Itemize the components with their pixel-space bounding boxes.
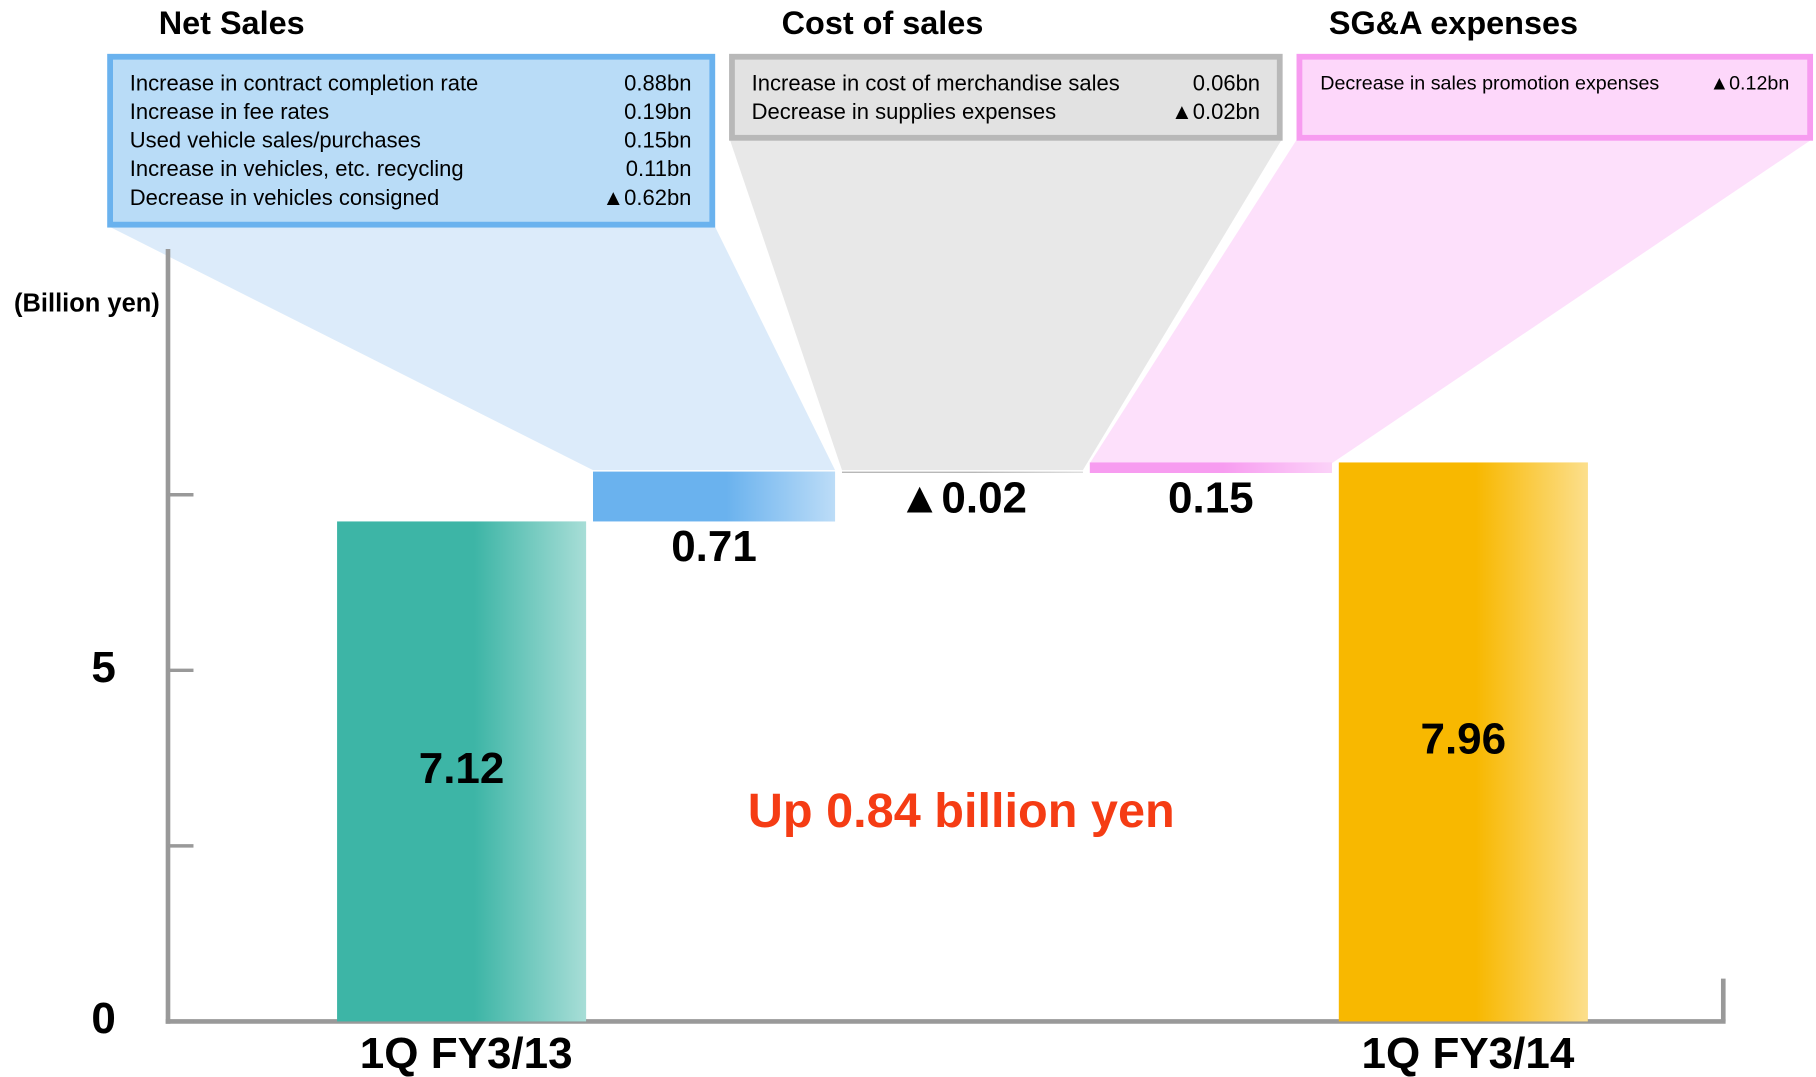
callout-item-label: Used vehicle sales/purchases (130, 128, 421, 153)
callout-item-label: Increase in fee rates (130, 99, 329, 124)
callout-box (1296, 53, 1814, 141)
y-tick-label: 0 (91, 994, 115, 1043)
bar-sheen (841, 471, 1083, 473)
callout-item-value: 0.06bn (1193, 70, 1260, 95)
callout-item-value: ▲0.12bn (1710, 73, 1790, 95)
callout-box (107, 53, 716, 228)
callout-item-value: ▲0.62bn (602, 185, 691, 210)
x-tick-label: 1Q FY3/13 (360, 1029, 573, 1077)
bar-sheen (1338, 462, 1588, 1022)
value-label: ▲0.02 (898, 473, 1027, 522)
callout-item-value: 0.88bn (624, 70, 691, 95)
callout-title: Net Sales (159, 5, 305, 41)
annotation: Up 0.84 billion yen (748, 784, 1175, 838)
plot: (Billion yen) 0 5 7.12 1Q FY3/13 0.71 ▲0.02 0.1… (14, 248, 1726, 1077)
callout-item-label: Decrease in sales promotion expenses (1320, 73, 1659, 95)
callout-box (729, 53, 1283, 141)
callouts: Net Sales Increase in contract completion… (130, 5, 1790, 210)
x-tick-label: 1Q FY3/14 (1362, 1029, 1575, 1077)
bar-sheen (593, 471, 836, 522)
value-label: 0.71 (671, 522, 757, 571)
callout-title: Cost of sales (782, 5, 984, 41)
callout-item-value: ▲0.02bn (1171, 99, 1260, 124)
callout-item-value: 0.19bn (624, 99, 691, 124)
callout-funnel (107, 225, 836, 471)
value-label: 7.12 (419, 744, 505, 793)
callout-item-label: Increase in cost of merchandise sales (752, 70, 1120, 95)
callout-item-value: 0.11bn (626, 156, 692, 181)
callout-item-label: Increase in vehicles, etc. recycling (130, 156, 464, 181)
value-label: 7.96 (1420, 715, 1506, 764)
value-label: 0.15 (1168, 473, 1254, 522)
callout-item-label: Decrease in vehicles consigned (130, 185, 439, 210)
y-axis-label: (Billion yen) (14, 289, 160, 317)
bar-sheen (1089, 462, 1332, 473)
bar-sheen (337, 521, 587, 1022)
callout-item-value: 0.15bn (624, 128, 691, 153)
callout-title: SG&A expenses (1329, 5, 1578, 41)
callout-item-label: Decrease in supplies expenses (752, 99, 1057, 124)
callout-item-label: Increase in contract completion rate (130, 70, 479, 95)
callout-funnel (729, 138, 1283, 471)
y-tick-label: 5 (91, 643, 115, 692)
callout-funnel (1089, 138, 1813, 464)
